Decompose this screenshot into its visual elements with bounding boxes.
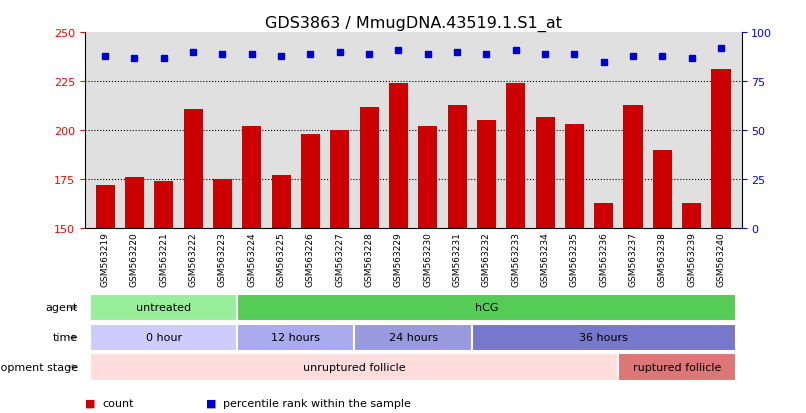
- Bar: [388, 84, 408, 229]
- Text: GSM563237: GSM563237: [629, 232, 638, 287]
- Bar: [125, 178, 144, 229]
- Text: GSM563223: GSM563223: [218, 232, 227, 287]
- Text: GSM563231: GSM563231: [452, 232, 462, 287]
- Text: percentile rank within the sample: percentile rank within the sample: [223, 398, 411, 408]
- Text: 36 hours: 36 hours: [580, 332, 628, 342]
- Text: GSM563236: GSM563236: [599, 232, 609, 287]
- Text: GSM563219: GSM563219: [101, 232, 110, 287]
- Bar: [447, 105, 467, 229]
- Bar: [184, 109, 202, 229]
- Text: GSM563235: GSM563235: [570, 232, 579, 287]
- Text: unruptured follicle: unruptured follicle: [303, 362, 405, 372]
- Text: development stage: development stage: [0, 362, 78, 372]
- Text: GSM563224: GSM563224: [247, 232, 256, 287]
- Text: GSM563230: GSM563230: [423, 232, 432, 287]
- Text: 0 hour: 0 hour: [146, 332, 182, 342]
- Text: ■: ■: [206, 398, 216, 408]
- Bar: [477, 121, 496, 229]
- Text: GSM563238: GSM563238: [658, 232, 667, 287]
- Text: time: time: [53, 332, 78, 342]
- Bar: [653, 150, 672, 229]
- Bar: [301, 135, 320, 229]
- Text: GSM563234: GSM563234: [541, 232, 550, 287]
- Bar: [359, 107, 379, 229]
- Text: GSM563228: GSM563228: [364, 232, 374, 287]
- Text: GSM563229: GSM563229: [394, 232, 403, 287]
- Text: GSM563225: GSM563225: [276, 232, 285, 287]
- Text: GSM563227: GSM563227: [335, 232, 344, 287]
- Text: GSM563233: GSM563233: [511, 232, 520, 287]
- Bar: [506, 84, 526, 229]
- Bar: [624, 105, 642, 229]
- Text: count: count: [102, 398, 134, 408]
- Text: GSM563221: GSM563221: [160, 232, 168, 287]
- Text: hCG: hCG: [475, 303, 498, 313]
- Text: untreated: untreated: [136, 303, 191, 313]
- Bar: [272, 176, 291, 229]
- Bar: [535, 117, 555, 229]
- Text: ■: ■: [85, 398, 95, 408]
- Bar: [682, 203, 701, 229]
- Text: GSM563226: GSM563226: [306, 232, 315, 287]
- Text: 24 hours: 24 hours: [388, 332, 438, 342]
- Bar: [565, 125, 584, 229]
- Bar: [96, 186, 114, 229]
- Text: 12 hours: 12 hours: [272, 332, 320, 342]
- Bar: [213, 180, 232, 229]
- Bar: [154, 182, 173, 229]
- Text: GSM563220: GSM563220: [130, 232, 139, 287]
- Bar: [594, 203, 613, 229]
- Text: ruptured follicle: ruptured follicle: [633, 362, 721, 372]
- Bar: [330, 131, 349, 229]
- Text: GSM563240: GSM563240: [717, 232, 725, 287]
- Text: GSM563232: GSM563232: [482, 232, 491, 287]
- Text: GSM563222: GSM563222: [189, 232, 197, 287]
- Title: GDS3863 / MmugDNA.43519.1.S1_at: GDS3863 / MmugDNA.43519.1.S1_at: [264, 16, 562, 32]
- Text: agent: agent: [46, 303, 78, 313]
- Bar: [243, 127, 261, 229]
- Bar: [712, 70, 730, 229]
- Text: GSM563239: GSM563239: [688, 232, 696, 287]
- Bar: [418, 127, 438, 229]
